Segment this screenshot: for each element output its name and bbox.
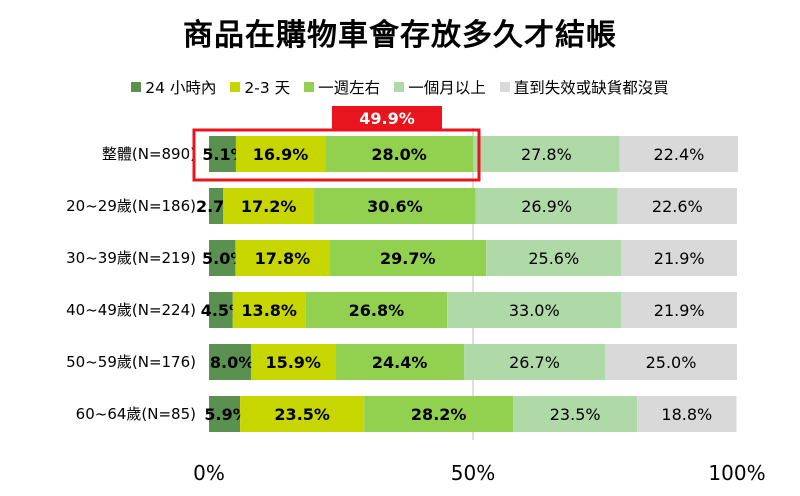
- bar-segment: [329, 240, 487, 276]
- bar-segment: [209, 292, 233, 328]
- bar-segment: [209, 188, 224, 224]
- category-label: 30~39歲(N=219): [66, 249, 196, 267]
- legend-swatch: [131, 82, 142, 92]
- legend-label: 一週左右: [318, 79, 381, 97]
- highlight-badge: [332, 106, 442, 130]
- data-label: 13.8%: [241, 301, 297, 320]
- data-label: 26.8%: [349, 301, 405, 320]
- legend-swatch: [230, 82, 241, 92]
- data-label: 24.4%: [372, 353, 428, 372]
- highlight-badge-label: 49.9%: [359, 109, 415, 128]
- legend-item: 24 小時內: [131, 76, 216, 98]
- data-label: 15.9%: [265, 353, 321, 372]
- data-label: 22.4%: [654, 145, 705, 164]
- chart-legend: 24 小時內 2-3 天 一週左右 一個月以上 直到失效或缺貨都沒買: [0, 76, 800, 98]
- legend-swatch: [304, 82, 315, 92]
- data-label: 25.0%: [646, 353, 697, 372]
- bar-segment: [209, 396, 241, 432]
- x-tick-label: 50%: [451, 461, 495, 485]
- bar-segment: [325, 136, 473, 172]
- bar-segment: [464, 344, 605, 380]
- bar-segment: [513, 396, 638, 432]
- bar-segment: [251, 344, 336, 380]
- data-label: 16.9%: [253, 145, 309, 164]
- data-label: 21.9%: [654, 249, 705, 268]
- bar-segment: [232, 292, 306, 328]
- data-label: 23.5%: [550, 405, 601, 424]
- bar-segment: [314, 188, 476, 224]
- bar-segment: [447, 292, 622, 328]
- bar-segment: [475, 188, 618, 224]
- legend-item: 直到失效或缺貨都沒買: [499, 76, 669, 98]
- data-label: 5.0%: [202, 249, 246, 268]
- bar-segment: [473, 136, 620, 172]
- category-label: 60~64歲(N=85): [76, 405, 196, 423]
- bar-segment: [209, 344, 252, 380]
- data-label: 18.8%: [661, 405, 712, 424]
- x-tick-label: 100%: [708, 461, 765, 485]
- data-label: 25.6%: [528, 249, 579, 268]
- bar-segment: [364, 396, 514, 432]
- data-label: 5.1%: [202, 145, 246, 164]
- data-label: 26.7%: [509, 353, 560, 372]
- data-label: 30.6%: [367, 197, 423, 216]
- category-label: 40~49歲(N=224): [66, 301, 196, 319]
- legend-item: 一個月以上: [394, 76, 486, 98]
- legend-label: 2-3 天: [244, 79, 291, 97]
- legend-label: 一個月以上: [408, 79, 486, 97]
- bar-segment: [617, 188, 737, 224]
- data-label: 28.0%: [371, 145, 427, 164]
- legend-item: 2-3 天: [230, 76, 290, 98]
- legend-label: 24 小時內: [145, 79, 217, 97]
- bar-segment: [209, 136, 236, 172]
- category-label: 50~59歲(N=176): [66, 353, 196, 371]
- bar-segment: [305, 292, 448, 328]
- bar-segment: [235, 136, 326, 172]
- bar-segment: [335, 344, 465, 380]
- bar-segment: [223, 188, 315, 224]
- data-label: 17.2%: [241, 197, 297, 216]
- chart-title: 商品在購物車會存放多久才結帳: [183, 18, 617, 53]
- data-label: 33.0%: [509, 301, 560, 320]
- data-label: 27.8%: [521, 145, 572, 164]
- data-label: 21.9%: [654, 301, 705, 320]
- bar-segment: [235, 240, 330, 276]
- legend-swatch: [394, 82, 405, 92]
- legend-label: 直到失效或缺貨都沒買: [513, 79, 669, 97]
- category-label: 20~29歲(N=186): [66, 197, 196, 215]
- bar-segment: [621, 292, 737, 328]
- data-label: 17.8%: [255, 249, 311, 268]
- bar-segment: [621, 240, 737, 276]
- bar-segment: [637, 396, 737, 432]
- bar-segment: [486, 240, 622, 276]
- data-label: 22.6%: [652, 197, 703, 216]
- category-label: 整體(N=890): [102, 145, 196, 163]
- data-label: 5.9%: [204, 405, 248, 424]
- data-label: 29.7%: [380, 249, 436, 268]
- bar-segment: [209, 240, 236, 276]
- bar-segment: [605, 344, 737, 380]
- bar-segment: [240, 396, 365, 432]
- legend-swatch: [499, 82, 510, 92]
- legend-item: 一週左右: [304, 76, 380, 98]
- data-label: 26.9%: [521, 197, 572, 216]
- bar-segment: [619, 136, 739, 172]
- data-label: 8.0%: [210, 353, 254, 372]
- data-label: 23.5%: [274, 405, 330, 424]
- x-tick-label: 0%: [193, 461, 225, 485]
- data-label: 28.2%: [411, 405, 467, 424]
